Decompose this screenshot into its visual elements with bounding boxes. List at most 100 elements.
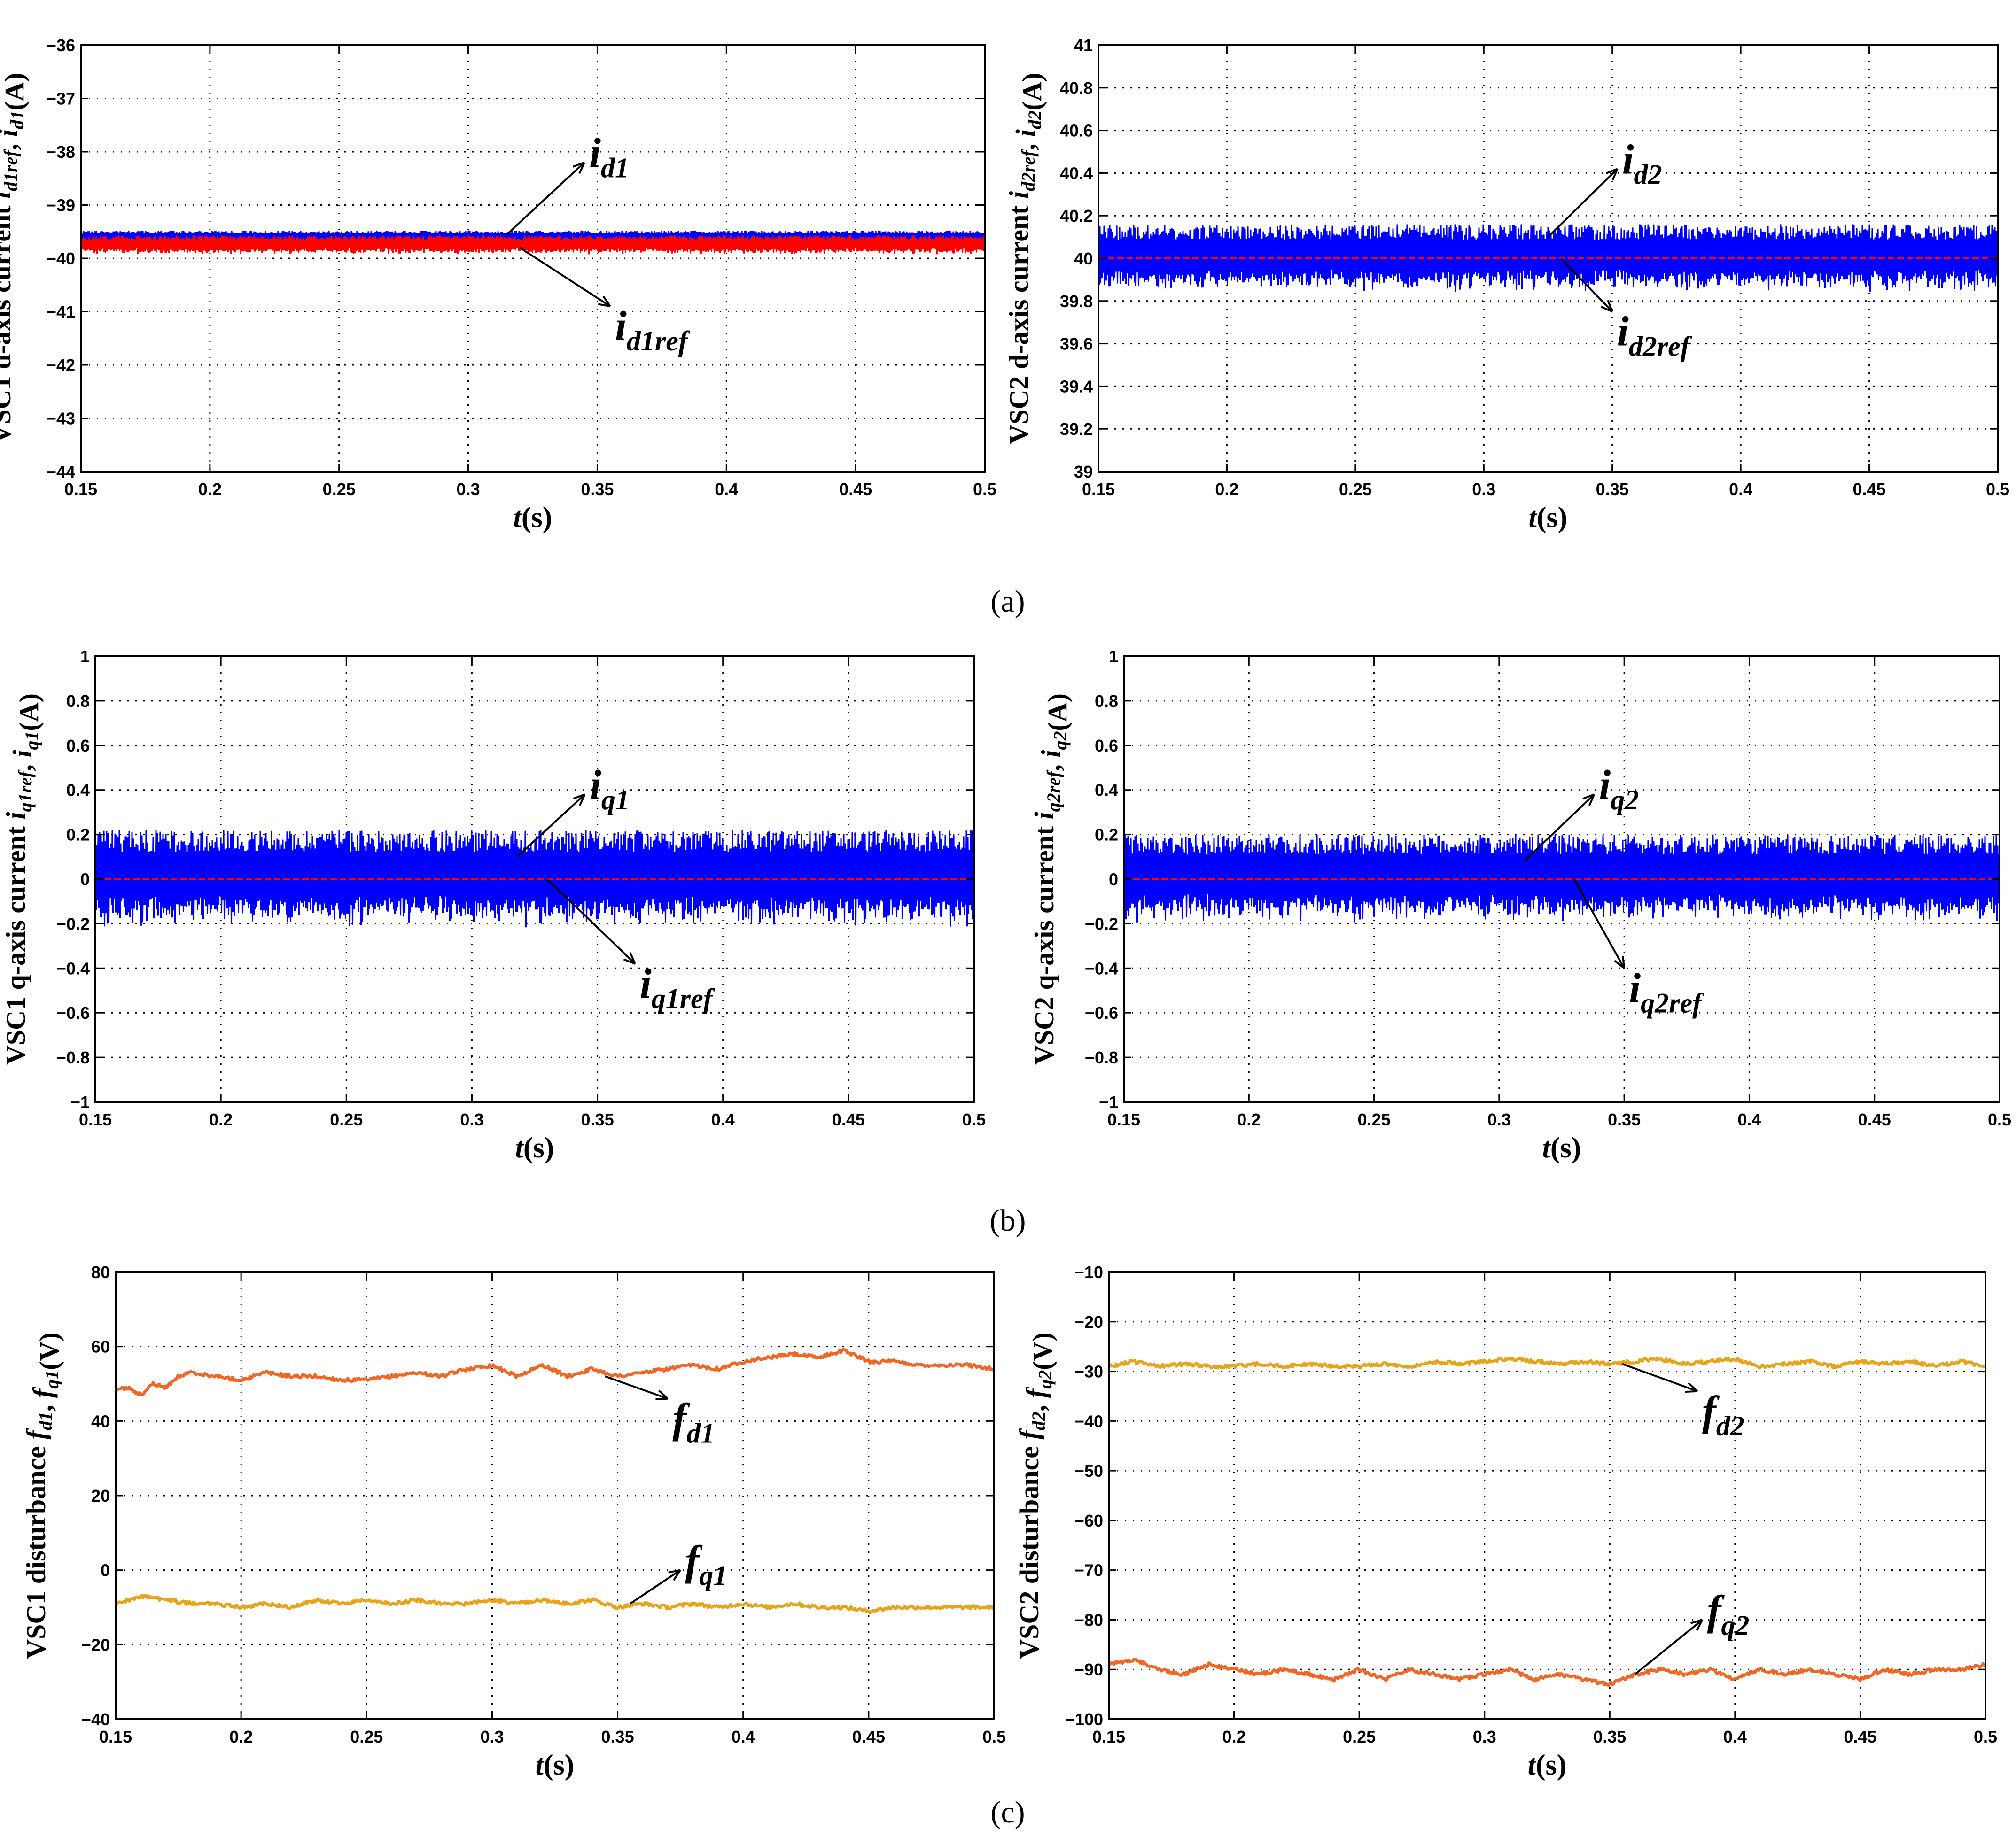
chart-a-left: 0.15 0.2 0.25 0.3 0.35 0.4 0.45 0.5 −44 −43 −42 −41… xyxy=(0,36,996,534)
x-axis-label-unit: (s) xyxy=(523,1132,554,1164)
annotation-sub: d1ref xyxy=(627,326,690,357)
y-tick-label: 0.2 xyxy=(1095,825,1118,845)
y-axis-label-sub: d1 xyxy=(7,110,28,129)
annotation-arrowhead xyxy=(598,295,611,308)
y-tick-label: −0.2 xyxy=(1085,914,1118,933)
annotation-arrow xyxy=(506,162,585,235)
x-axis-label-var: t xyxy=(1528,1749,1537,1781)
annotation-arrowhead xyxy=(668,1569,681,1581)
series-line-i_d1ref xyxy=(81,235,985,255)
axis-ticks: 0.15 0.2 0.25 0.3 0.35 0.4 0.45 0.5 −100 −90 −80 −7… xyxy=(1065,1263,1997,1746)
grid-lines xyxy=(1109,1272,1985,1719)
x-axis-label-var: t xyxy=(536,1749,545,1781)
y-tick-label: 1 xyxy=(1109,647,1118,666)
annotation-arrow xyxy=(1573,878,1625,969)
annotation-arrowhead xyxy=(1614,956,1626,969)
y-tick-label: −0.6 xyxy=(1085,1003,1118,1023)
y-axis-label-prefix: VSC1 disturbance xyxy=(21,1439,51,1659)
y-tick-label: 0.4 xyxy=(1095,781,1118,800)
x-tick-label: 0.4 xyxy=(715,480,738,499)
y-tick-label: −1 xyxy=(70,1093,90,1112)
y-axis-label: VSC2 q-axis current iq2ref, iq2(A) xyxy=(1029,693,1073,1065)
annotation-arrowhead xyxy=(655,1389,669,1401)
y-tick-label: −60 xyxy=(1074,1511,1103,1530)
annotation-label: iq1ref xyxy=(640,961,715,1014)
annotation-sub: q1 xyxy=(699,1560,727,1591)
y-axis-label-unit: (V) xyxy=(1027,1332,1058,1370)
x-tick-label: 0.3 xyxy=(457,480,480,499)
annotation-label: iq2ref xyxy=(1629,965,1704,1018)
y-tick-label: −0.2 xyxy=(56,914,90,933)
x-axis-label-unit: (s) xyxy=(522,502,552,534)
x-tick-label: 0.4 xyxy=(1737,1110,1761,1129)
plot-area xyxy=(116,1348,994,1614)
y-tick-label: −0.8 xyxy=(56,1048,90,1067)
y-tick-label: −40 xyxy=(1074,1411,1103,1431)
annotation-base: i xyxy=(1622,136,1634,183)
grid-lines xyxy=(116,1272,994,1719)
x-tick-label: 0.4 xyxy=(711,1110,735,1129)
x-tick-label: 0.15 xyxy=(1092,1727,1125,1746)
annotation-arrow xyxy=(1560,257,1613,312)
x-tick-label: 0.15 xyxy=(64,480,97,499)
x-tick-label: 0.35 xyxy=(581,480,614,499)
y-tick-label: −90 xyxy=(1074,1660,1103,1679)
y-axis-label-unit: (A) xyxy=(14,693,44,731)
annotation-sub: q1 xyxy=(601,784,630,815)
y-tick-label: −20 xyxy=(1074,1312,1103,1332)
y-axis-label-var: i xyxy=(1029,812,1059,819)
y-axis-label: VSC2 d-axis current id2ref, id2(A) xyxy=(1004,73,1047,444)
x-axis-label: t(s) xyxy=(1529,502,1568,534)
annotation-arrowhead xyxy=(573,793,586,806)
y-tick-label: 39 xyxy=(1074,462,1093,481)
x-tick-label: 0.15 xyxy=(79,1110,112,1129)
x-tick-label: 0.25 xyxy=(1343,1727,1376,1746)
x-tick-label: 0.4 xyxy=(732,1727,755,1746)
y-axis-label-sub: q2ref xyxy=(1043,769,1064,812)
plot-area xyxy=(1098,224,1998,292)
y-tick-label: −80 xyxy=(1074,1610,1103,1629)
y-axis-label-var: i xyxy=(1010,129,1041,137)
annotation-label: id2 xyxy=(1622,136,1662,190)
x-axis-label: t(s) xyxy=(515,1132,554,1164)
annotation-arrow xyxy=(1634,1619,1703,1675)
x-tick-label: 0.2 xyxy=(1237,1110,1261,1129)
annotation-base: i xyxy=(640,961,652,1007)
y-tick-label: −50 xyxy=(1074,1461,1103,1481)
annotation-sub: d2 xyxy=(1716,1411,1744,1442)
y-tick-label: −36 xyxy=(47,36,75,55)
x-tick-label: 0.45 xyxy=(839,480,872,499)
x-axis-label-var: t xyxy=(1542,1132,1551,1164)
x-tick-label: 0.15 xyxy=(1082,480,1115,499)
y-tick-label: 0.8 xyxy=(66,691,90,711)
y-axis-label: VSC1 d-axis current id1ref, id1(A) xyxy=(0,73,30,444)
y-tick-label: 20 xyxy=(91,1486,110,1505)
x-tick-label: 0.3 xyxy=(1473,1727,1496,1746)
annotation-base: i xyxy=(590,762,601,808)
y-tick-label: −0.4 xyxy=(56,959,90,978)
x-tick-label: 0.5 xyxy=(1974,1727,1997,1746)
figure-label-b: (b) xyxy=(990,1203,1026,1238)
x-tick-label: 0.35 xyxy=(1593,1727,1626,1746)
y-axis-label-sub: d2 xyxy=(1028,1411,1049,1430)
annotation-arrowhead xyxy=(1582,793,1596,806)
x-tick-label: 0.2 xyxy=(1222,1727,1246,1746)
y-tick-label: 0.8 xyxy=(1095,691,1118,711)
y-axis-label-unit: (A) xyxy=(1042,693,1073,731)
plot-frame xyxy=(80,44,986,473)
annotation-base: i xyxy=(1617,309,1629,355)
y-tick-label: −0.6 xyxy=(56,1003,90,1023)
x-tick-label: 0.3 xyxy=(1472,480,1495,499)
y-tick-label: 39.6 xyxy=(1060,334,1093,354)
series-line-f_q1 xyxy=(116,1593,994,1614)
y-tick-label: −40 xyxy=(81,1710,110,1729)
y-tick-label: −40 xyxy=(47,249,75,268)
y-tick-label: 40.4 xyxy=(1060,163,1093,183)
axis-ticks: 0.15 0.2 0.25 0.3 0.35 0.4 0.45 0.5 −1 −0.8 −0.6 −0… xyxy=(1085,647,2011,1129)
y-tick-label: 80 xyxy=(91,1263,110,1282)
x-tick-label: 0.45 xyxy=(852,1727,885,1746)
y-axis-label-var: i xyxy=(7,750,38,758)
series-line-f_d1 xyxy=(116,1348,994,1396)
y-axis-label-sub: d1 xyxy=(35,1411,56,1430)
